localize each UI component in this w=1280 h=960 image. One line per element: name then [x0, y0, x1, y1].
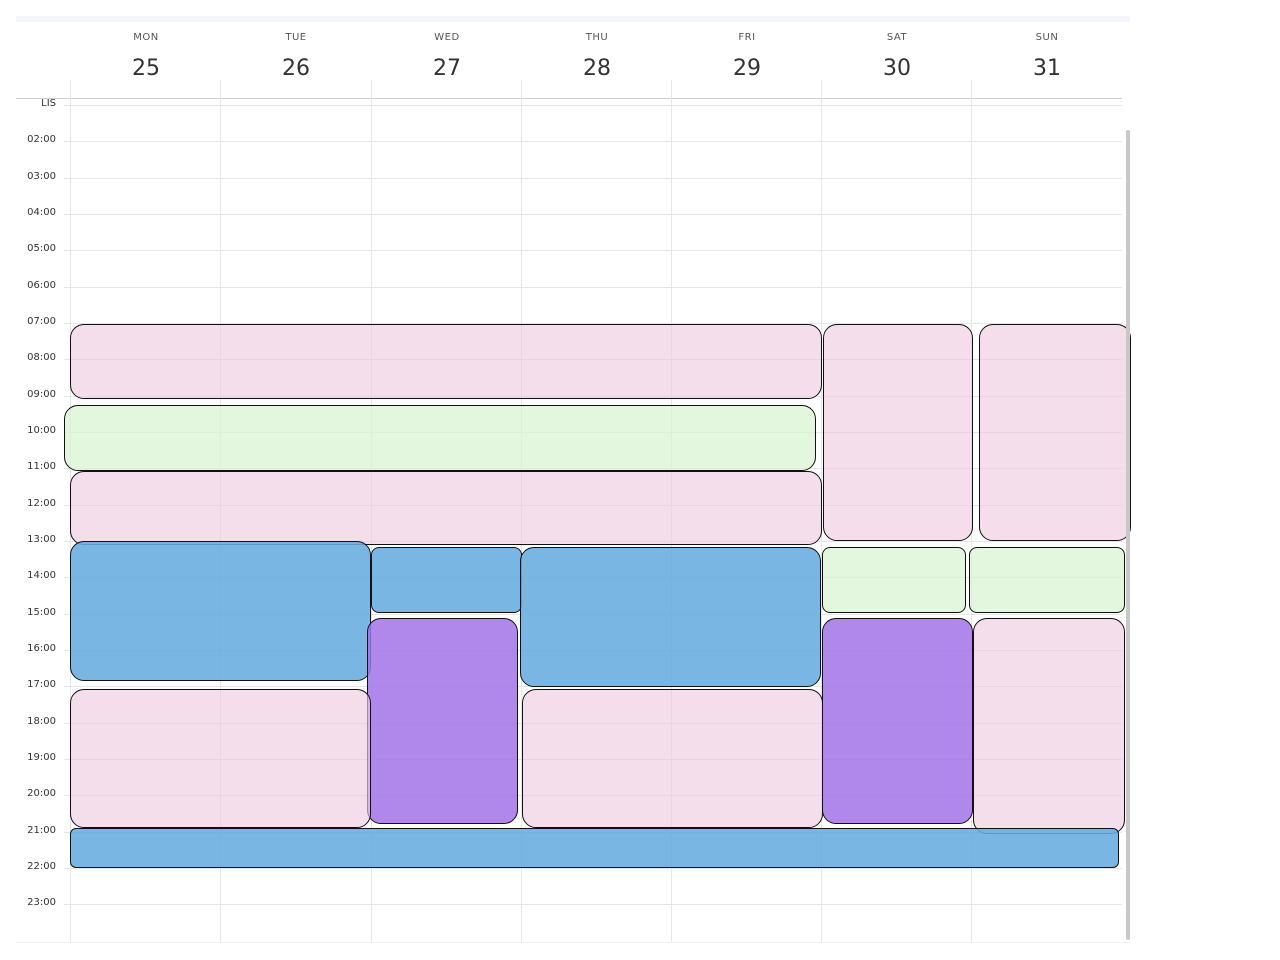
scrollbar[interactable]	[1126, 130, 1130, 940]
hour-line	[64, 250, 1122, 252]
time-label: LIS	[41, 98, 56, 109]
time-label: 12:00	[27, 497, 56, 509]
weekday-label: TUE	[285, 32, 307, 43]
weekday-label: WED	[434, 32, 460, 43]
date-label[interactable]: 31	[1033, 56, 1061, 81]
time-label: 07:00	[27, 315, 56, 327]
time-label: 05:00	[27, 243, 56, 255]
date-label[interactable]: 26	[282, 56, 310, 81]
time-label: 16:00	[27, 642, 56, 654]
weekday-label: MON	[133, 32, 159, 43]
date-label[interactable]: 28	[583, 56, 611, 81]
hour-line	[64, 105, 1122, 106]
time-label: 11:00	[27, 461, 56, 473]
event[interactable]	[522, 689, 823, 828]
weekday-label: SAT	[886, 32, 908, 43]
time-label: 04:00	[27, 206, 56, 218]
event[interactable]	[70, 689, 371, 828]
time-label: 10:00	[27, 424, 56, 436]
hour-line	[64, 322, 1122, 324]
top-strip	[16, 16, 1130, 22]
event[interactable]	[367, 618, 518, 824]
time-label: 09:00	[27, 388, 56, 400]
bottom-border	[16, 942, 1130, 943]
time-label: 22:00	[27, 860, 56, 872]
time-label: 20:00	[27, 788, 56, 800]
time-label: 02:00	[27, 134, 56, 146]
time-label: 14:00	[27, 570, 56, 582]
event[interactable]	[979, 324, 1131, 541]
time-label: 03:00	[27, 170, 56, 182]
weekday-label: SUN	[1035, 32, 1059, 43]
hour-line	[64, 286, 1122, 288]
weekday-label: THU	[585, 32, 609, 43]
event[interactable]	[822, 618, 973, 824]
event[interactable]	[70, 324, 822, 399]
event[interactable]	[371, 547, 522, 613]
hour-line	[64, 213, 1122, 215]
event[interactable]	[70, 828, 1119, 868]
weekday-label: FRI	[738, 32, 756, 43]
time-label: 21:00	[27, 824, 56, 836]
hour-line	[64, 177, 1122, 179]
time-label: 23:00	[27, 897, 56, 909]
header-divider	[16, 98, 1122, 99]
event[interactable]	[64, 405, 816, 471]
event[interactable]	[70, 541, 371, 681]
event[interactable]	[823, 324, 973, 541]
time-label: 18:00	[27, 715, 56, 727]
event[interactable]	[969, 547, 1125, 613]
event[interactable]	[822, 547, 966, 613]
date-label[interactable]: 25	[132, 56, 160, 81]
hour-line	[64, 867, 1122, 869]
time-label: 19:00	[27, 751, 56, 763]
date-label[interactable]: 29	[733, 56, 761, 81]
time-label: 17:00	[27, 679, 56, 691]
date-label[interactable]: 30	[883, 56, 911, 81]
time-label: 13:00	[27, 533, 56, 545]
event[interactable]	[973, 618, 1125, 834]
time-label: 08:00	[27, 352, 56, 364]
date-label[interactable]: 27	[433, 56, 461, 81]
event[interactable]	[70, 471, 822, 545]
hour-line	[64, 904, 1122, 906]
event[interactable]	[520, 547, 821, 687]
hour-line	[64, 141, 1122, 143]
time-label: 06:00	[27, 279, 56, 291]
time-label: 15:00	[27, 606, 56, 618]
